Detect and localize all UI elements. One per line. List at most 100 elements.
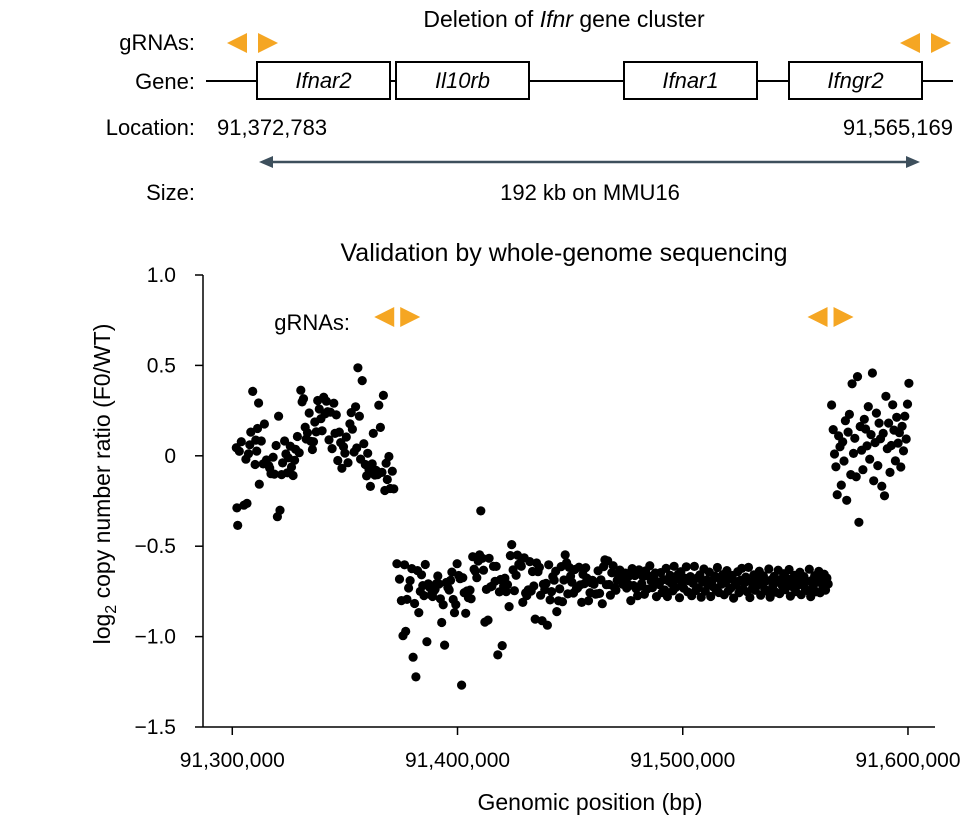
data-point <box>402 594 412 605</box>
data-point <box>292 431 302 442</box>
data-point <box>784 564 794 575</box>
data-point <box>892 412 902 422</box>
data-point <box>873 461 883 471</box>
data-point <box>302 428 313 438</box>
data-point <box>516 561 526 571</box>
grnas-row-label: gRNAs: <box>119 30 195 55</box>
data-point <box>893 438 903 448</box>
data-point <box>352 443 362 453</box>
gene-box <box>788 61 923 100</box>
data-point <box>377 467 387 477</box>
data-point <box>317 426 327 436</box>
x-tick-label: 91,400,000 <box>405 749 510 772</box>
data-point <box>745 592 755 603</box>
data-point <box>252 446 262 456</box>
y-tick-label: −0.5 <box>135 535 176 558</box>
data-point <box>248 386 258 396</box>
data-point <box>529 581 539 591</box>
data-point <box>518 597 528 608</box>
y-tick-label: 1.0 <box>147 264 176 287</box>
data-point <box>574 562 584 572</box>
data-point <box>444 585 454 595</box>
data-point <box>341 432 351 442</box>
data-point <box>243 449 254 459</box>
data-point <box>885 467 895 477</box>
data-point <box>511 570 521 580</box>
data-point <box>560 550 570 560</box>
data-point <box>343 458 353 468</box>
data-point <box>236 437 246 447</box>
data-point <box>452 559 462 569</box>
data-point <box>466 594 476 604</box>
data-point <box>476 506 486 516</box>
diagram-title: Deletion of Ifnr gene cluster <box>423 6 705 32</box>
data-point <box>661 563 671 574</box>
grna-left-arrow-icon <box>900 33 920 53</box>
grna-marker-left <box>227 33 278 53</box>
data-point <box>898 446 909 456</box>
data-point <box>509 586 519 596</box>
gene-box <box>623 61 758 100</box>
data-point <box>254 479 264 489</box>
y-axis-label-log: log <box>89 614 115 645</box>
data-point <box>549 575 559 585</box>
data-point <box>896 462 906 472</box>
arrowhead-right-icon <box>906 156 920 168</box>
data-point <box>384 451 394 462</box>
data-point <box>850 433 860 443</box>
grna-left-arrow-icon <box>227 33 247 53</box>
data-point <box>294 448 304 458</box>
y-axis-label: log2 copy number ratio (F0/WT) <box>89 324 120 645</box>
data-point <box>329 398 339 408</box>
gene-label: Ifnar2 <box>295 68 351 93</box>
location-row-label: Location: <box>106 115 195 140</box>
y-axis-label-subscript: 2 <box>103 605 120 614</box>
data-point <box>874 418 884 428</box>
chart-grna-markers <box>374 307 854 327</box>
data-point <box>451 600 461 610</box>
data-point <box>252 423 263 434</box>
data-point <box>340 448 350 458</box>
data-point <box>879 491 890 501</box>
data-point <box>544 560 554 570</box>
data-point <box>546 587 557 597</box>
data-point <box>869 476 879 486</box>
data-point <box>504 602 514 612</box>
data-point <box>288 470 298 481</box>
data-point <box>254 398 264 408</box>
data-point <box>904 378 914 388</box>
size-text: 192 kb on MMU16 <box>500 180 680 205</box>
grna-right-arrow-icon <box>931 33 951 53</box>
size-row-label: Size: <box>146 180 195 205</box>
data-point <box>447 567 457 577</box>
data-point <box>844 409 855 419</box>
data-point <box>839 456 849 466</box>
data-point <box>389 484 399 494</box>
data-point <box>416 570 427 580</box>
data-point <box>337 463 347 473</box>
data-point <box>669 561 679 571</box>
data-point <box>627 564 637 574</box>
data-point <box>404 583 414 593</box>
data-point <box>827 400 837 410</box>
data-point <box>232 503 242 513</box>
data-point <box>392 559 402 569</box>
grna-right-arrow-icon <box>833 307 854 327</box>
data-point <box>275 505 285 515</box>
data-point <box>848 448 859 458</box>
gene-box-ifngr2: Ifngr2 <box>788 61 923 100</box>
data-point <box>884 418 894 428</box>
data-point <box>327 444 337 454</box>
data-point <box>333 455 343 466</box>
data-point <box>862 441 872 451</box>
data-point <box>419 591 429 601</box>
data-point <box>865 454 875 464</box>
data-point <box>353 363 363 373</box>
gene-diagram: Deletion of Ifnr gene cluster gRNAs: Gen… <box>106 6 953 205</box>
data-point <box>871 408 882 418</box>
y-tick-label: 0 <box>164 445 176 468</box>
data-point <box>324 435 334 445</box>
data-point <box>484 553 494 563</box>
data-point <box>545 595 555 605</box>
grnas-annotation: gRNAs: <box>274 310 350 335</box>
